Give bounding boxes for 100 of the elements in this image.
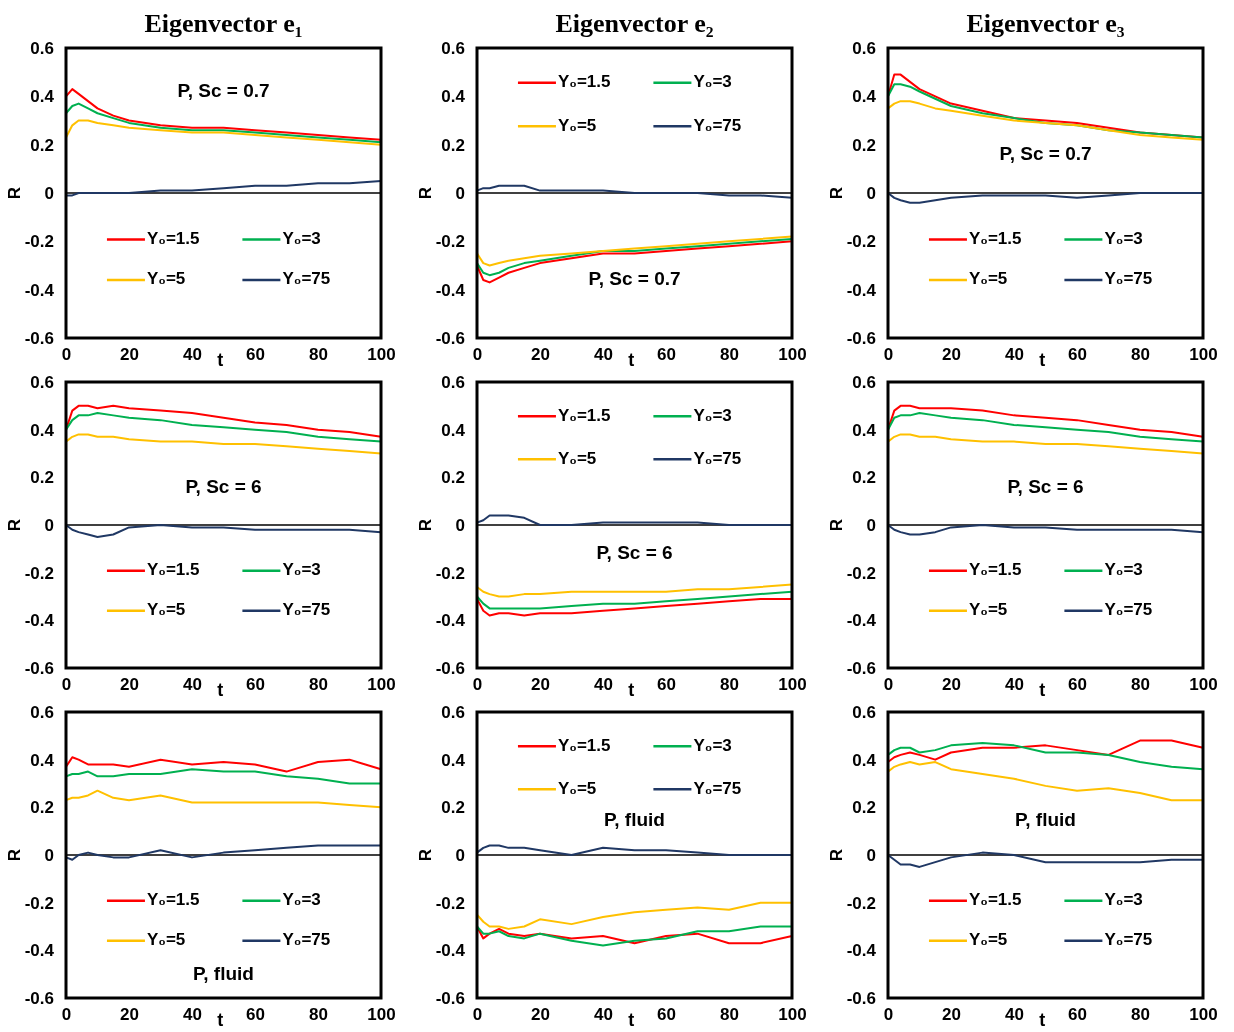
x-tick-label: 0 [472, 345, 483, 365]
y-tick-label: 0 [455, 183, 465, 203]
line-series [887, 192, 1204, 204]
y-tick-label: -0.6 [846, 328, 876, 348]
x-tick-label: 80 [720, 675, 739, 695]
annotation: P, fluid [1015, 808, 1076, 830]
x-axis-title: t [217, 350, 224, 370]
y-tick-label: 0.2 [852, 468, 876, 488]
legend-label: Y₀=75 [693, 115, 742, 135]
y-tick-label: 0.6 [441, 38, 465, 58]
x-tick-label: 40 [594, 1005, 613, 1025]
y-tick-label: 0.4 [30, 420, 55, 440]
line-series [476, 235, 793, 267]
y-tick-label: 0.6 [441, 372, 465, 392]
annotation: P, fluid [604, 808, 665, 830]
line-series [887, 404, 1204, 438]
line-series [476, 184, 793, 199]
x-tick-label: 20 [120, 345, 139, 365]
x-axis-title: t [628, 680, 635, 700]
line-series [887, 741, 1204, 771]
legend-label: Y₀=75 [282, 269, 331, 289]
legend-label: Y₀=3 [282, 228, 321, 248]
y-tick-label: 0.2 [30, 468, 54, 488]
x-tick-label: 20 [531, 345, 550, 365]
chart-title: Eigenvector e₁ [144, 9, 303, 38]
x-tick-label: 0 [61, 1005, 72, 1025]
line-series [65, 844, 382, 861]
x-tick-label: 100 [1189, 345, 1218, 365]
x-tick-label: 0 [472, 1005, 483, 1025]
line-series [65, 789, 382, 809]
line-series [476, 514, 793, 526]
x-axis-title: t [1039, 680, 1046, 700]
x-tick-label: 0 [61, 675, 72, 695]
x-tick-label: 80 [1131, 675, 1150, 695]
legend-label: Y₀=1.5 [968, 890, 1022, 910]
legend-label: Y₀=5 [146, 600, 186, 620]
legend-label: Y₀=5 [557, 448, 597, 468]
x-axis-title: t [628, 1010, 635, 1030]
legend-label: Y₀=1.5 [146, 228, 200, 248]
x-tick-label: 40 [183, 345, 202, 365]
legend-label: Y₀=1.5 [557, 405, 611, 425]
y-tick-label: 0 [44, 515, 54, 535]
legend-label: Y₀=75 [693, 778, 742, 798]
x-tick-label: 80 [309, 1005, 328, 1025]
x-tick-label: 40 [1005, 675, 1024, 695]
legend-label: Y₀=3 [693, 735, 732, 755]
legend-label: Y₀=75 [1104, 600, 1153, 620]
legend-label: Y₀=3 [282, 560, 321, 580]
line-series [887, 524, 1204, 536]
y-tick-label: -0.6 [435, 658, 465, 678]
y-axis-title: R [827, 518, 846, 532]
x-tick-label: 20 [531, 675, 550, 695]
x-tick-label: 100 [778, 1005, 807, 1025]
legend-label: Y₀=1.5 [146, 890, 200, 910]
y-tick-label: -0.6 [24, 988, 54, 1008]
x-tick-label: 20 [942, 345, 961, 365]
y-tick-label: -0.4 [846, 280, 877, 300]
y-tick-label: -0.4 [24, 280, 55, 300]
x-tick-label: 100 [367, 1005, 396, 1025]
line-series [65, 433, 382, 455]
legend-label: Y₀=1.5 [968, 228, 1022, 248]
y-tick-label: -0.2 [846, 232, 876, 252]
y-tick-label: -0.2 [24, 232, 54, 252]
x-axis-title: t [1039, 1010, 1046, 1030]
y-tick-label: 0.2 [30, 135, 54, 155]
y-tick-label: 0 [866, 845, 876, 865]
x-tick-label: 40 [183, 675, 202, 695]
x-tick-label: 20 [120, 1005, 139, 1025]
legend-label: Y₀=5 [968, 600, 1008, 620]
y-tick-label: 0 [455, 845, 465, 865]
x-tick-label: 100 [1189, 675, 1218, 695]
line-series [65, 756, 382, 773]
line-series [887, 739, 1204, 764]
y-tick-label: -0.2 [24, 893, 54, 913]
annotation: P, Sc = 0.7 [999, 143, 1092, 165]
y-tick-label: 0.6 [30, 702, 54, 722]
y-tick-label: -0.4 [24, 611, 55, 631]
y-tick-label: 0 [44, 845, 54, 865]
legend-label: Y₀=75 [282, 600, 331, 620]
y-tick-label: -0.2 [435, 563, 465, 583]
x-tick-label: 40 [183, 1005, 202, 1025]
legend-label: Y₀=3 [693, 72, 732, 92]
y-tick-label: -0.6 [846, 988, 876, 1008]
x-tick-label: 60 [246, 345, 265, 365]
x-tick-label: 60 [1068, 345, 1087, 365]
y-tick-label: -0.6 [435, 988, 465, 1008]
y-tick-label: -0.6 [435, 328, 465, 348]
line-series [65, 404, 382, 438]
x-tick-label: 40 [1005, 1005, 1024, 1025]
y-tick-label: -0.6 [846, 658, 876, 678]
x-tick-label: 20 [120, 675, 139, 695]
x-tick-label: 60 [657, 675, 676, 695]
y-tick-label: 0.4 [441, 87, 466, 107]
y-axis-title: R [416, 186, 435, 200]
y-tick-label: -0.6 [24, 328, 54, 348]
legend-label: Y₀=75 [693, 448, 742, 468]
line-series [65, 102, 382, 144]
y-tick-label: 0.6 [852, 38, 876, 58]
x-axis-title: t [217, 1010, 224, 1030]
chart-title: Eigenvector e₃ [966, 9, 1125, 38]
